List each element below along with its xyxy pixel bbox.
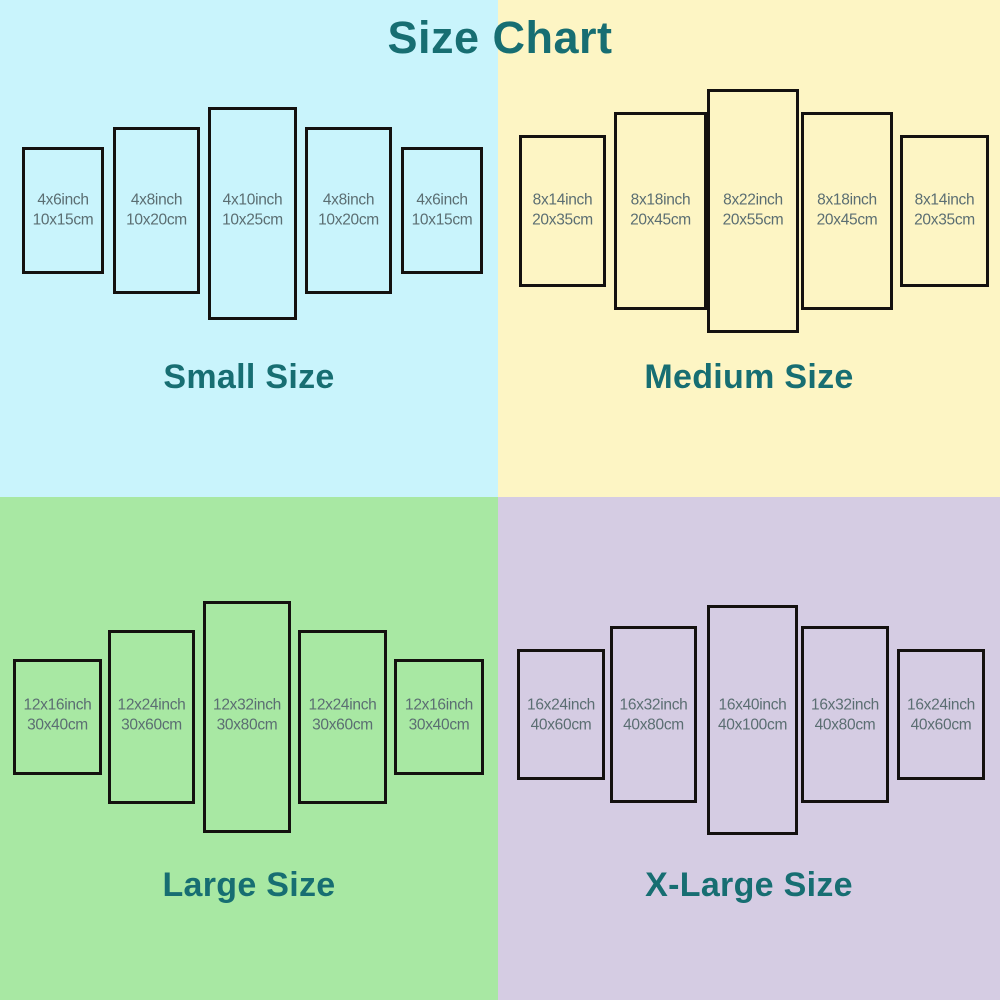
frame-large-2 xyxy=(108,630,195,804)
frame-large-3 xyxy=(203,601,291,833)
quadrant-xlarge xyxy=(498,497,1000,1000)
section-caption-small: Small Size xyxy=(163,358,335,396)
frame-medium-5 xyxy=(900,135,989,287)
frame-large-1 xyxy=(13,659,102,775)
frame-xlarge-3 xyxy=(707,605,798,835)
frame-small-5 xyxy=(401,147,483,274)
frame-xlarge-1 xyxy=(517,649,605,780)
frame-small-4 xyxy=(305,127,392,294)
frame-group-small: 4x6inch 10x15cm 4x8inch 10x20cm 4x10inch… xyxy=(0,0,498,497)
frame-medium-1 xyxy=(519,135,606,287)
frame-xlarge-2 xyxy=(610,626,697,803)
frame-xlarge-4 xyxy=(801,626,889,803)
frame-small-2 xyxy=(113,127,200,294)
frame-small-1 xyxy=(22,147,104,274)
frame-large-4 xyxy=(298,630,387,804)
quadrant-small xyxy=(0,0,498,497)
frame-small-3 xyxy=(208,107,297,320)
frame-medium-3 xyxy=(707,89,799,333)
frame-xlarge-5 xyxy=(897,649,985,780)
frame-group-medium: 8x14inch 20x35cm 8x18inch 20x45cm 8x22in… xyxy=(498,0,1000,497)
quadrant-large xyxy=(0,497,498,1000)
frame-group-xlarge: 16x24inch 40x60cm 16x32inch 40x80cm 16x4… xyxy=(498,497,1000,1000)
section-caption-medium: Medium Size xyxy=(644,358,854,396)
section-caption-large: Large Size xyxy=(162,866,336,904)
frame-large-5 xyxy=(394,659,484,775)
frame-medium-4 xyxy=(801,112,893,310)
quadrant-medium xyxy=(498,0,1000,497)
frame-medium-2 xyxy=(614,112,707,310)
section-caption-xlarge: X-Large Size xyxy=(645,866,853,904)
frame-group-large: 12x16inch 30x40cm 12x24inch 30x60cm 12x3… xyxy=(0,497,498,1000)
